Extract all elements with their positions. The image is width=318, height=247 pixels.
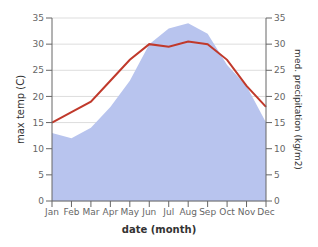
svg-text:0: 0 bbox=[274, 196, 280, 206]
svg-text:Apr: Apr bbox=[103, 207, 119, 217]
svg-text:Nov: Nov bbox=[238, 207, 256, 217]
svg-text:Sep: Sep bbox=[199, 207, 216, 217]
svg-text:15: 15 bbox=[33, 118, 44, 128]
svg-text:25: 25 bbox=[33, 65, 44, 75]
svg-text:35: 35 bbox=[33, 13, 44, 23]
svg-text:Oct: Oct bbox=[219, 207, 235, 217]
svg-text:Mar: Mar bbox=[82, 207, 99, 217]
svg-text:35: 35 bbox=[274, 13, 285, 23]
svg-text:0: 0 bbox=[38, 196, 44, 206]
svg-text:Jan: Jan bbox=[44, 207, 59, 217]
svg-text:5: 5 bbox=[274, 170, 280, 180]
svg-text:20: 20 bbox=[274, 92, 286, 102]
svg-text:20: 20 bbox=[33, 92, 45, 102]
svg-text:Aug: Aug bbox=[179, 207, 197, 217]
svg-text:May: May bbox=[121, 207, 140, 217]
svg-text:25: 25 bbox=[274, 65, 285, 75]
svg-text:Feb: Feb bbox=[63, 207, 79, 217]
svg-text:10: 10 bbox=[274, 144, 286, 154]
svg-text:10: 10 bbox=[33, 144, 45, 154]
svg-text:15: 15 bbox=[274, 118, 285, 128]
svg-text:Dec: Dec bbox=[257, 207, 274, 217]
svg-text:30: 30 bbox=[274, 39, 286, 49]
svg-text:max temp (C): max temp (C) bbox=[15, 75, 26, 144]
svg-text:5: 5 bbox=[38, 170, 44, 180]
svg-text:med. precipitation (kg/m2): med. precipitation (kg/m2) bbox=[293, 49, 303, 170]
svg-text:Jul: Jul bbox=[162, 207, 174, 217]
svg-text:30: 30 bbox=[33, 39, 45, 49]
svg-text:date (month): date (month) bbox=[122, 224, 196, 235]
svg-text:Jun: Jun bbox=[141, 207, 156, 217]
